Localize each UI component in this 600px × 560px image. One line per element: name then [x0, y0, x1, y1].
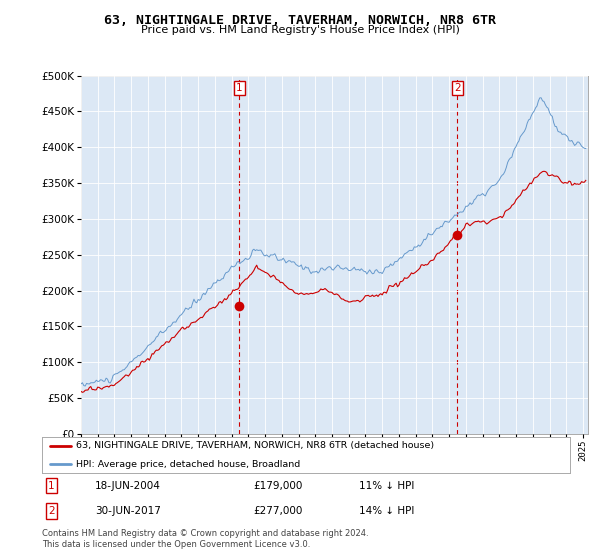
Text: £179,000: £179,000 — [253, 481, 302, 491]
Text: 2: 2 — [48, 506, 55, 516]
Text: 18-JUN-2004: 18-JUN-2004 — [95, 481, 161, 491]
Text: 63, NIGHTINGALE DRIVE, TAVERHAM, NORWICH, NR8 6TR: 63, NIGHTINGALE DRIVE, TAVERHAM, NORWICH… — [104, 14, 496, 27]
Text: £277,000: £277,000 — [253, 506, 302, 516]
Text: HPI: Average price, detached house, Broadland: HPI: Average price, detached house, Broa… — [76, 460, 301, 469]
Text: Price paid vs. HM Land Registry's House Price Index (HPI): Price paid vs. HM Land Registry's House … — [140, 25, 460, 35]
Text: 1: 1 — [236, 83, 242, 93]
Text: 2: 2 — [454, 83, 461, 93]
Text: 11% ↓ HPI: 11% ↓ HPI — [359, 481, 414, 491]
Text: 30-JUN-2017: 30-JUN-2017 — [95, 506, 161, 516]
Text: 63, NIGHTINGALE DRIVE, TAVERHAM, NORWICH, NR8 6TR (detached house): 63, NIGHTINGALE DRIVE, TAVERHAM, NORWICH… — [76, 441, 434, 450]
Text: Contains HM Land Registry data © Crown copyright and database right 2024.
This d: Contains HM Land Registry data © Crown c… — [42, 529, 368, 549]
Text: 1: 1 — [48, 481, 55, 491]
Text: 14% ↓ HPI: 14% ↓ HPI — [359, 506, 414, 516]
